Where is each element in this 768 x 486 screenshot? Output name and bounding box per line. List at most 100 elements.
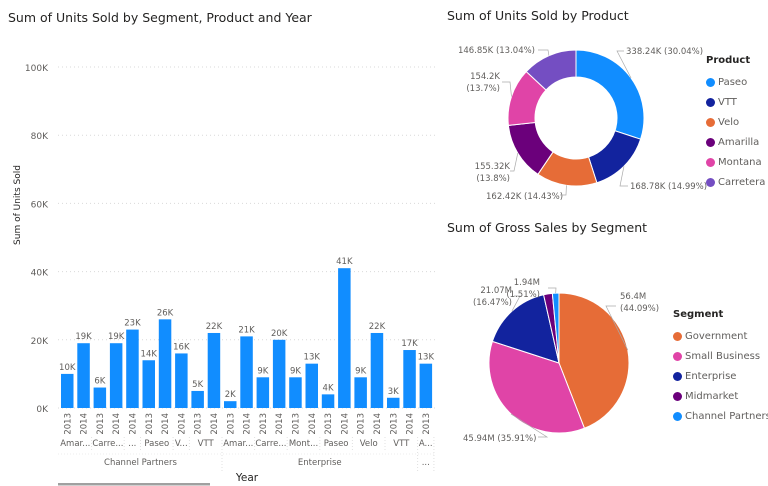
data-label: 9K — [257, 366, 268, 376]
data-label: 10K — [59, 363, 76, 373]
legend-marker-icon — [673, 331, 682, 341]
slice-vtt — [587, 130, 642, 184]
legend-label: Channel Partners — [685, 410, 768, 422]
legend-label: Montana — [718, 156, 762, 168]
legend-marker-icon — [706, 177, 715, 187]
leader-line — [605, 305, 629, 351]
bar — [207, 332, 221, 408]
bar — [175, 353, 188, 408]
data-label: 22K — [206, 322, 223, 332]
y-tick-label: 60K — [31, 200, 49, 210]
x-tick-year: 2013 — [357, 413, 367, 435]
legend-item[interactable]: Enterprise — [673, 366, 768, 386]
data-label: (13.8%) — [476, 174, 510, 184]
legend-item[interactable]: Small Business — [673, 346, 768, 366]
leader-line — [619, 166, 628, 187]
bar — [419, 363, 433, 408]
x-tick-year: 2014 — [128, 413, 138, 435]
bar — [403, 350, 416, 408]
bar — [93, 387, 107, 408]
y-tick-label: 40K — [31, 269, 49, 279]
x-tick-year: 2013 — [63, 413, 73, 435]
x-tick-product: Carre... — [255, 439, 286, 449]
legend-item[interactable]: Channel Partners — [673, 406, 768, 426]
x-tick-product: Amar... — [60, 439, 90, 449]
horizontal-scrollbar[interactable] — [58, 483, 210, 486]
leader-line — [510, 413, 549, 438]
bar — [289, 377, 302, 408]
x-axis-title: Year — [235, 472, 259, 484]
bar — [158, 319, 172, 408]
legend-item[interactable]: Velo — [706, 112, 765, 132]
bar — [272, 339, 286, 408]
legend-marker-icon — [673, 411, 682, 421]
leader-line — [538, 49, 550, 56]
data-label: 19K — [75, 332, 92, 342]
data-label: 21K — [238, 325, 255, 335]
bar — [354, 377, 367, 408]
x-tick-product: A... — [419, 439, 433, 449]
x-tick-year: 2013 — [145, 413, 155, 435]
x-tick-year: 2014 — [80, 413, 90, 435]
legend-item[interactable]: Government — [673, 326, 768, 346]
legend-item[interactable]: VTT — [706, 92, 765, 112]
data-label: 13K — [418, 353, 435, 363]
slice-paseo — [575, 49, 645, 140]
legend-item[interactable]: Amarilla — [706, 132, 765, 152]
legend-label: Government — [685, 330, 748, 342]
leader-line — [511, 295, 521, 312]
donut-legend: Product Paseo VTT Velo Amarilla Montana Carre… — [706, 55, 765, 192]
legend-label: Carretera — [718, 176, 766, 188]
legend-item[interactable]: Paseo — [706, 72, 765, 92]
data-label: 22K — [369, 322, 386, 332]
x-tick-year: 2014 — [210, 413, 220, 435]
data-label: 9K — [290, 366, 301, 376]
pie-legend: Segment Government Small Business Enterpri… — [673, 309, 768, 426]
legend-title: Segment — [673, 309, 724, 320]
data-label: 146.85K (13.04%) — [458, 46, 535, 56]
data-label: 45.94M (35.91%) — [463, 434, 536, 444]
bar — [109, 343, 123, 408]
legend-marker-icon — [673, 351, 682, 361]
data-label: 21.07M — [480, 286, 512, 296]
bar — [126, 329, 139, 408]
x-tick-year: 2014 — [275, 413, 285, 435]
x-tick-year: 2014 — [243, 413, 253, 435]
leader-line — [616, 50, 632, 79]
legend-item[interactable]: Montana — [706, 152, 765, 172]
data-label: 168.78K (14.99%) — [630, 182, 707, 192]
data-label: 155.32K — [475, 162, 511, 172]
legend-label: Paseo — [718, 76, 748, 88]
legend-item[interactable]: Carretera — [706, 172, 765, 192]
data-label: 162.42K (14.43%) — [486, 192, 563, 202]
bar — [321, 394, 335, 408]
data-label: 56.4M — [620, 292, 646, 302]
bar — [191, 390, 204, 408]
bar — [224, 401, 237, 408]
x-tick-product: VTT — [198, 439, 215, 449]
data-label: (16.47%) — [473, 298, 512, 308]
legend-item[interactable]: Midmarket — [673, 386, 768, 406]
x-tick-segment: ... — [422, 458, 430, 468]
data-label: (44.09%) — [620, 304, 659, 314]
data-label: 20K — [271, 329, 288, 339]
x-tick-year: 2014 — [340, 413, 350, 435]
x-tick-segment: Channel Partners — [104, 458, 177, 468]
legend-label: VTT — [718, 96, 737, 108]
legend-label: Enterprise — [685, 370, 737, 382]
legend-marker-icon — [673, 371, 682, 381]
x-tick-product: ... — [128, 439, 136, 449]
data-label: 2K — [225, 390, 236, 400]
legend-marker-icon — [706, 137, 715, 147]
data-label: 9K — [355, 366, 366, 376]
x-tick-year: 2014 — [112, 413, 122, 435]
legend-label: Small Business — [685, 350, 761, 362]
x-tick-product: VTT — [393, 439, 410, 449]
leader-line — [560, 185, 567, 196]
leader-line — [502, 81, 512, 97]
legend-marker-icon — [706, 117, 715, 127]
bar — [370, 332, 384, 408]
slice-channel-partners — [551, 292, 560, 364]
x-tick-year: 2013 — [194, 413, 204, 435]
